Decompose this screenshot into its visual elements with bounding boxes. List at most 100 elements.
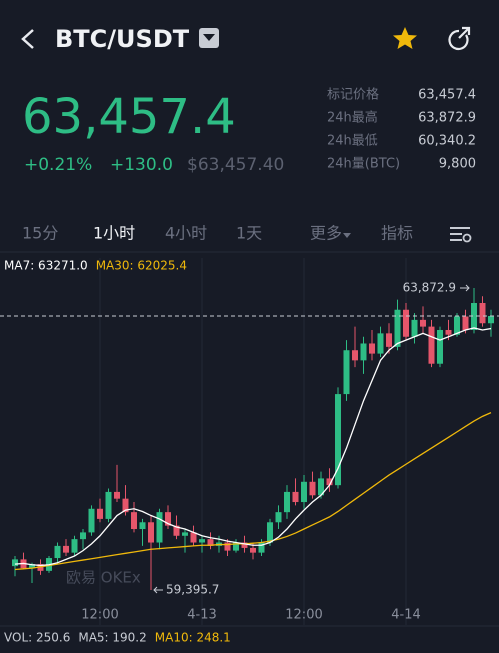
candle-body	[454, 316, 460, 335]
candle-body	[369, 343, 375, 354]
more-arrow	[343, 233, 351, 238]
high-label: 63,872.9	[403, 280, 456, 294]
dropdown-arrow	[203, 34, 215, 41]
ma30-line	[14, 412, 492, 571]
candle-body	[29, 564, 35, 569]
back-button[interactable]	[21, 29, 34, 49]
settings-icon[interactable]	[450, 227, 472, 243]
candle-body	[54, 545, 61, 559]
stat-label: 24h最高	[327, 110, 378, 126]
candle-body	[37, 564, 44, 571]
candle-body	[488, 315, 494, 324]
candle-body	[343, 350, 350, 395]
candle-body	[318, 478, 324, 496]
usd-price: $63,457.40	[187, 155, 284, 175]
change: +130.0	[110, 155, 173, 175]
candle-body	[335, 394, 341, 486]
candle-body	[80, 532, 86, 540]
candle-body	[403, 309, 409, 337]
time-label: 4-14	[391, 608, 421, 623]
candle-body	[377, 333, 384, 354]
stat-label: 标记价格	[327, 87, 379, 103]
tab[interactable]: 1天	[236, 224, 262, 243]
candle-body	[114, 491, 120, 499]
watermark: 欧易 OKEx	[66, 569, 141, 587]
candle-body	[275, 512, 282, 523]
pair-title[interactable]: BTC/USDT	[55, 25, 190, 53]
candle-body	[394, 309, 401, 347]
candle-body	[97, 508, 103, 519]
change-pct: +0.21%	[24, 155, 92, 175]
volume-label: MA5: 190.2	[78, 631, 146, 645]
tab[interactable]: 更多	[310, 224, 342, 243]
candle-body	[71, 539, 78, 553]
candle-body	[156, 512, 163, 543]
candle-body	[224, 542, 231, 551]
candle-body	[258, 542, 265, 553]
candle-body	[12, 559, 18, 567]
candle-body	[420, 319, 426, 327]
tab[interactable]: 4小时	[165, 224, 207, 243]
candle-body	[241, 542, 248, 548]
chart: 12:00 4-13 12:00 4-14 欧易 OKEx MA7: 63271.0 MA3…	[0, 258, 499, 645]
ma7-line	[14, 327, 492, 567]
share-icon-line	[458, 27, 470, 39]
stat-label: 24h量(BTC)	[327, 157, 400, 172]
candle-body	[267, 522, 273, 543]
candle-body	[173, 525, 180, 536]
volume-label: VOL: 250.6	[4, 631, 70, 645]
candle-body	[165, 512, 171, 526]
last-price: 63,457.4	[22, 89, 236, 145]
share-icon[interactable]	[448, 29, 469, 51]
time-label: 12:00	[81, 608, 118, 623]
candle-body	[462, 316, 469, 330]
low-label: 59,395.7	[166, 583, 219, 597]
stat-value: 63,872.9	[418, 111, 476, 126]
candle-body	[360, 343, 367, 361]
candle-body	[292, 491, 299, 503]
candle-body	[63, 545, 69, 553]
high-arrow	[460, 284, 470, 292]
tab[interactable]: 15分	[22, 224, 58, 243]
candle-body	[250, 547, 256, 553]
candle-body	[182, 532, 188, 536]
candle-body	[199, 539, 205, 543]
tabs: 15分 1小时 4小时 1天 更多 指标	[22, 224, 413, 243]
candle-body	[301, 481, 307, 503]
candle-body	[105, 491, 112, 519]
candle-body	[122, 498, 129, 513]
stat-value: 9,800	[439, 157, 476, 172]
candle-body	[284, 491, 290, 513]
stats: 标记价格 63,457.4 24h最高 63,872.9 24h最低 60,340.2 24…	[327, 87, 476, 172]
candle-body	[445, 329, 452, 335]
candle-body	[190, 532, 197, 543]
candle-body	[233, 542, 239, 551]
candle-body	[479, 303, 486, 324]
tab[interactable]: 指标	[381, 224, 413, 243]
candle-body	[437, 329, 443, 364]
favorite-star[interactable]	[393, 27, 417, 49]
tab[interactable]: 1小时	[93, 224, 135, 243]
candle-body	[428, 326, 435, 364]
candle-body	[326, 478, 333, 486]
stat-value: 63,457.4	[418, 88, 476, 103]
volume-label: MA10: 248.1	[155, 631, 231, 645]
ma-label: MA30: 62025.4	[96, 259, 187, 273]
candle-body	[207, 539, 214, 546]
time-label: 12:00	[285, 608, 322, 623]
candle-body	[131, 512, 137, 530]
candle-body	[386, 333, 392, 347]
candle-body	[88, 508, 95, 533]
time-label: 4-13	[187, 608, 217, 623]
stat-value: 60,340.2	[418, 134, 476, 149]
stat-label: 24h最低	[327, 134, 378, 149]
candle-body	[411, 319, 418, 337]
candle-body	[148, 522, 154, 543]
candle-body	[309, 481, 316, 496]
low-arrow	[153, 586, 163, 594]
candle-body	[139, 522, 146, 530]
ma-label: MA7: 63271.0	[4, 259, 88, 273]
candle-body	[471, 303, 477, 330]
candle-body	[352, 350, 358, 361]
